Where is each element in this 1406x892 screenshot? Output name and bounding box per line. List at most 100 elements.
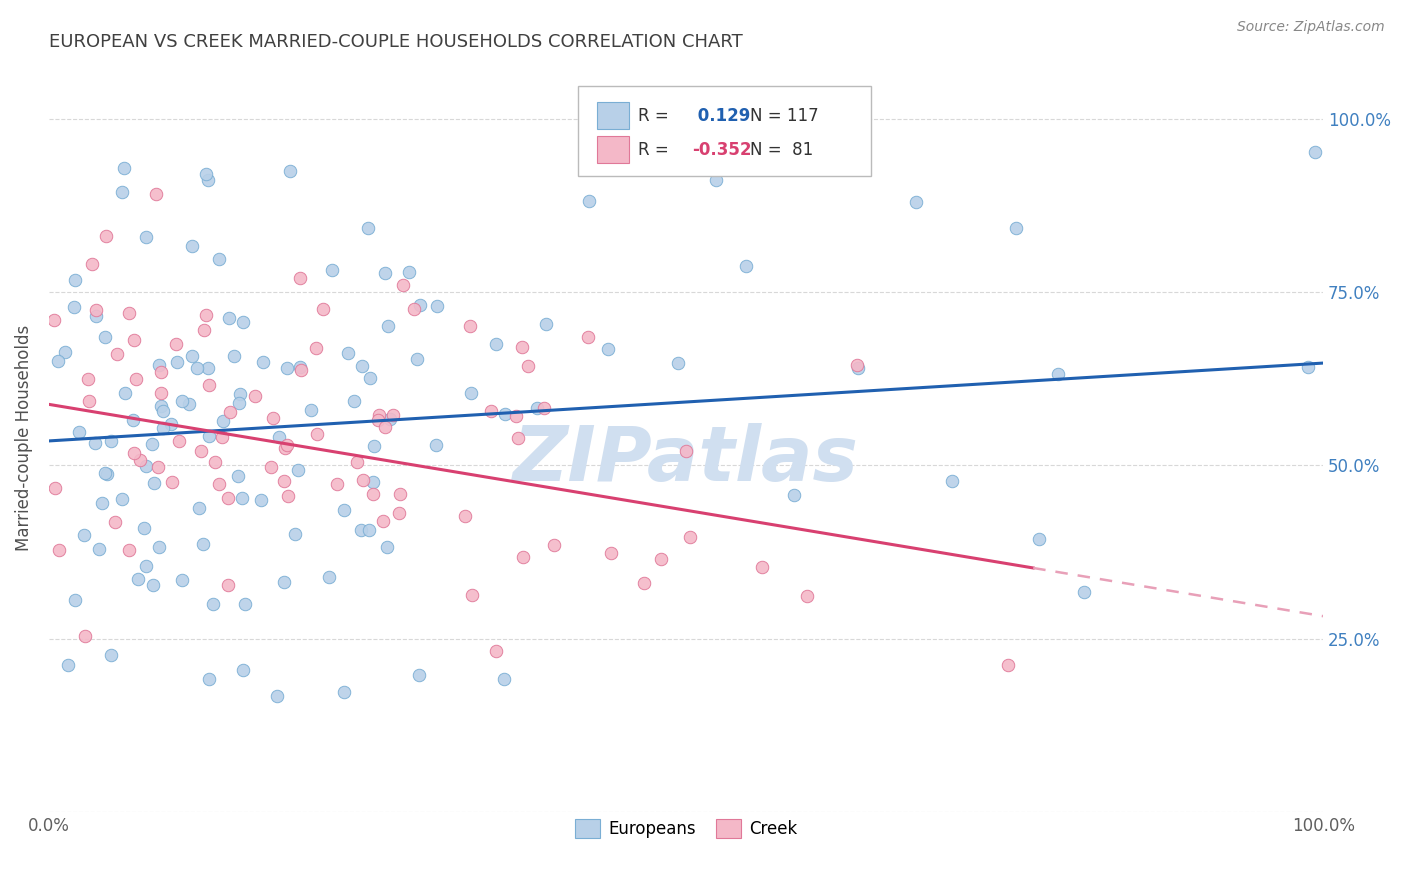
- Point: [326, 477, 349, 491]
- Point: [479, 404, 502, 418]
- Point: [534, 318, 557, 332]
- Point: [404, 301, 426, 316]
- Point: [160, 475, 183, 489]
- Text: Source: ZipAtlas.com: Source: ZipAtlas.com: [1237, 20, 1385, 34]
- Legend: Europeans, Creek: Europeans, Creek: [568, 812, 804, 845]
- Point: [80, 257, 103, 271]
- Point: [666, 356, 689, 370]
- Point: [346, 455, 368, 469]
- Point: [86, 309, 108, 323]
- Point: [277, 489, 299, 503]
- Point: [135, 559, 157, 574]
- Point: [77, 394, 100, 409]
- Point: [135, 230, 157, 244]
- Point: [494, 672, 516, 686]
- Point: [232, 663, 254, 677]
- Point: [73, 527, 96, 541]
- Point: [211, 414, 233, 428]
- FancyBboxPatch shape: [578, 86, 870, 176]
- Point: [367, 408, 389, 422]
- Point: [460, 385, 482, 400]
- Point: [461, 588, 484, 602]
- Point: [166, 336, 188, 351]
- Point: [288, 271, 311, 285]
- Point: [367, 413, 389, 427]
- Point: [104, 515, 127, 529]
- Point: [87, 542, 110, 557]
- Text: R =: R =: [638, 107, 668, 125]
- Text: R =: R =: [638, 141, 668, 159]
- Point: [398, 265, 420, 279]
- Point: [152, 420, 174, 434]
- Point: [53, 345, 76, 359]
- Point: [233, 597, 256, 611]
- FancyBboxPatch shape: [598, 103, 628, 129]
- Point: [375, 540, 398, 554]
- Point: [231, 491, 253, 506]
- Point: [675, 444, 697, 458]
- Point: [186, 361, 208, 376]
- Point: [207, 252, 229, 266]
- Point: [274, 441, 297, 455]
- Point: [228, 395, 250, 409]
- Point: [243, 389, 266, 403]
- Point: [100, 434, 122, 449]
- Point: [600, 546, 623, 560]
- Point: [389, 487, 412, 501]
- Point: [148, 460, 170, 475]
- Point: [305, 341, 328, 355]
- Point: [167, 434, 190, 449]
- Point: [198, 378, 221, 392]
- Point: [377, 318, 399, 333]
- Point: [845, 358, 868, 372]
- Point: [357, 221, 380, 235]
- Point: [149, 400, 172, 414]
- Point: [425, 438, 447, 452]
- Point: [198, 429, 221, 443]
- Point: [333, 685, 356, 699]
- Point: [278, 163, 301, 178]
- Point: [110, 492, 132, 507]
- Point: [44, 481, 66, 495]
- Point: [100, 648, 122, 663]
- Text: EUROPEAN VS CREEK MARRIED-COUPLE HOUSEHOLDS CORRELATION CHART: EUROPEAN VS CREEK MARRIED-COUPLE HOUSEHO…: [49, 33, 742, 51]
- Point: [284, 527, 307, 541]
- Point: [190, 443, 212, 458]
- Point: [517, 359, 540, 373]
- Point: [276, 438, 298, 452]
- Point: [83, 436, 105, 450]
- Point: [217, 577, 239, 591]
- Point: [576, 330, 599, 344]
- Point: [170, 574, 193, 588]
- Point: [260, 460, 283, 475]
- Point: [361, 475, 384, 489]
- Point: [218, 310, 240, 325]
- Point: [678, 530, 700, 544]
- Point: [1028, 532, 1050, 546]
- Point: [633, 576, 655, 591]
- Point: [458, 318, 481, 333]
- Point: [350, 359, 373, 373]
- Point: [181, 349, 204, 363]
- Point: [796, 589, 818, 603]
- Point: [378, 411, 401, 425]
- Point: [361, 486, 384, 500]
- Point: [166, 355, 188, 369]
- Point: [941, 474, 963, 488]
- Text: N = 117: N = 117: [749, 107, 818, 125]
- Point: [578, 194, 600, 208]
- Point: [333, 503, 356, 517]
- Point: [301, 402, 323, 417]
- Point: [194, 308, 217, 322]
- Point: [63, 273, 86, 287]
- Point: [226, 469, 249, 483]
- Point: [408, 668, 430, 682]
- Point: [783, 488, 806, 502]
- Point: [160, 417, 183, 431]
- Point: [145, 186, 167, 201]
- Point: [337, 345, 360, 359]
- Point: [735, 260, 758, 274]
- Point: [219, 405, 242, 419]
- Point: [374, 420, 396, 434]
- Point: [94, 467, 117, 481]
